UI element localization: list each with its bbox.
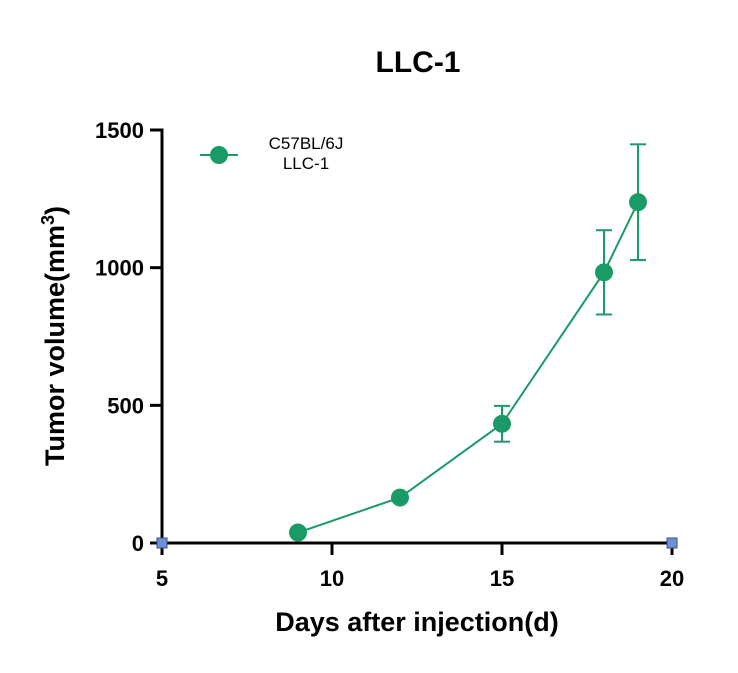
y-axis-label-superscript: 3	[38, 215, 58, 225]
y-tick-label: 0	[132, 531, 144, 556]
series-line	[297, 201, 639, 534]
x-tick-label: 10	[320, 566, 344, 591]
chart-title: LLC-1	[376, 46, 461, 79]
data-point	[595, 263, 613, 282]
x-tick-label: 5	[156, 566, 168, 591]
plot-area	[289, 143, 647, 542]
x-tick-label: 20	[660, 566, 684, 591]
y-axis-label: Tumor volume(mm3)	[38, 206, 70, 466]
legend-label: LLC-1	[283, 154, 329, 173]
y-axis-label-text: Tumor volume(mm	[40, 225, 70, 466]
y-tick-label: 500	[107, 393, 144, 418]
y-tick-label: 1000	[95, 256, 144, 281]
data-point	[289, 523, 307, 542]
axis-origin-handle	[156, 537, 168, 549]
x-axis-label: Days after injection(d)	[275, 607, 559, 637]
data-point	[493, 414, 511, 433]
axes: 0 500 1000 1500 5 10 15 20	[95, 118, 684, 591]
axis-end-handle	[666, 537, 678, 549]
legend-marker	[210, 146, 228, 164]
legend-label: C57BL/6J	[269, 134, 344, 153]
x-tick-label: 15	[490, 566, 514, 591]
data-point	[391, 488, 409, 507]
y-tick-label: 1500	[95, 118, 144, 143]
data-point	[629, 193, 647, 212]
y-axis-label-close: )	[40, 206, 70, 215]
